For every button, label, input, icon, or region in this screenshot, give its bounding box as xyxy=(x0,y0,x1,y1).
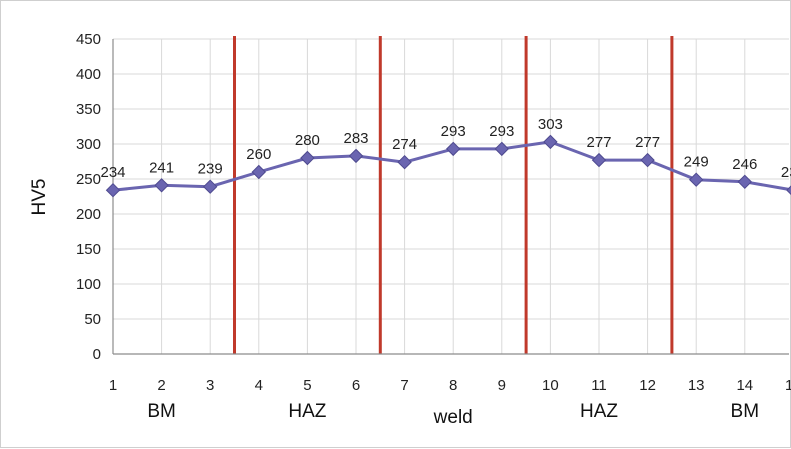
y-tick-label: 450 xyxy=(76,31,101,48)
x-tick-label: 3 xyxy=(206,377,214,394)
data-point-marker xyxy=(641,154,654,167)
data-point-marker xyxy=(398,156,411,169)
data-label: 293 xyxy=(441,123,466,140)
x-tick-label: 7 xyxy=(400,377,408,394)
x-tick-label: 5 xyxy=(303,377,311,394)
x-tick-label: 15 xyxy=(785,377,791,394)
y-tick-label: 350 xyxy=(76,101,101,118)
y-tick-label: 100 xyxy=(76,276,101,293)
data-point-marker xyxy=(593,154,606,167)
data-label: 234 xyxy=(781,164,791,181)
zone-label: HAZ xyxy=(580,401,618,422)
data-label: 277 xyxy=(586,134,611,151)
data-label-layer: 234 241 239 260 280 283 274 293 293 303 277 277 249 2… xyxy=(100,116,791,181)
x-tick-label: 11 xyxy=(591,377,607,394)
data-label: 283 xyxy=(343,130,368,147)
x-tick-label: 1 xyxy=(109,377,117,394)
data-point-marker xyxy=(155,179,168,192)
data-point-marker xyxy=(107,184,120,197)
zone-label-layer: BM HAZ weld HAZ BM xyxy=(147,401,759,428)
y-tick-label: 250 xyxy=(76,171,101,188)
data-label: 234 xyxy=(100,164,125,181)
zone-label: weld xyxy=(433,407,473,428)
y-tick-label: 400 xyxy=(76,66,101,83)
data-point-marker xyxy=(738,175,751,188)
x-tick-label: 13 xyxy=(688,377,705,394)
x-tick-label: 8 xyxy=(449,377,457,394)
x-tick-label: 9 xyxy=(498,377,506,394)
zone-label: BM xyxy=(147,401,176,422)
data-label: 239 xyxy=(198,161,223,178)
grid-layer xyxy=(113,39,791,354)
y-tick-label: 150 xyxy=(76,241,101,258)
y-tick-label: 50 xyxy=(84,311,101,328)
data-point-marker xyxy=(204,180,217,193)
data-label: 303 xyxy=(538,116,563,133)
data-point-marker xyxy=(787,184,791,197)
x-tick-label: 14 xyxy=(736,377,753,394)
data-label: 241 xyxy=(149,159,174,176)
x-tick-label: 10 xyxy=(542,377,559,394)
x-tick-label: 6 xyxy=(352,377,360,394)
data-point-marker xyxy=(690,173,703,186)
data-label: 293 xyxy=(489,123,514,140)
data-label: 249 xyxy=(684,154,709,171)
x-tick-label: 12 xyxy=(639,377,656,394)
x-tick-label: 4 xyxy=(255,377,263,394)
zone-label: HAZ xyxy=(288,401,326,422)
data-point-marker xyxy=(252,166,265,179)
y-axis-title: HV5 xyxy=(29,179,50,216)
data-label: 277 xyxy=(635,134,660,151)
data-point-marker xyxy=(301,152,314,165)
y-tick-label: 0 xyxy=(93,346,101,363)
data-label: 280 xyxy=(295,132,320,149)
data-label: 274 xyxy=(392,136,417,153)
data-label: 260 xyxy=(246,146,271,163)
data-point-marker xyxy=(544,135,557,148)
x-tick-label: 2 xyxy=(157,377,165,394)
y-tick-label: 200 xyxy=(76,206,101,223)
y-tick-label: 300 xyxy=(76,136,101,153)
data-label: 246 xyxy=(732,156,757,173)
data-point-marker xyxy=(350,149,363,162)
zone-label: BM xyxy=(731,401,760,422)
